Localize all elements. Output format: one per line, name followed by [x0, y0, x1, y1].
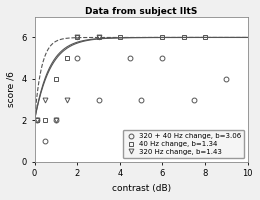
Legend: 320 + 40 Hz change, b=3.06, 40 Hz change, b=1.34, 320 Hz change, b=1.43: 320 + 40 Hz change, b=3.06, 40 Hz change…	[123, 130, 244, 158]
Y-axis label: score /6: score /6	[7, 71, 16, 107]
X-axis label: contrast (dB): contrast (dB)	[112, 184, 171, 193]
Title: Data from subject IItS: Data from subject IItS	[85, 7, 197, 16]
